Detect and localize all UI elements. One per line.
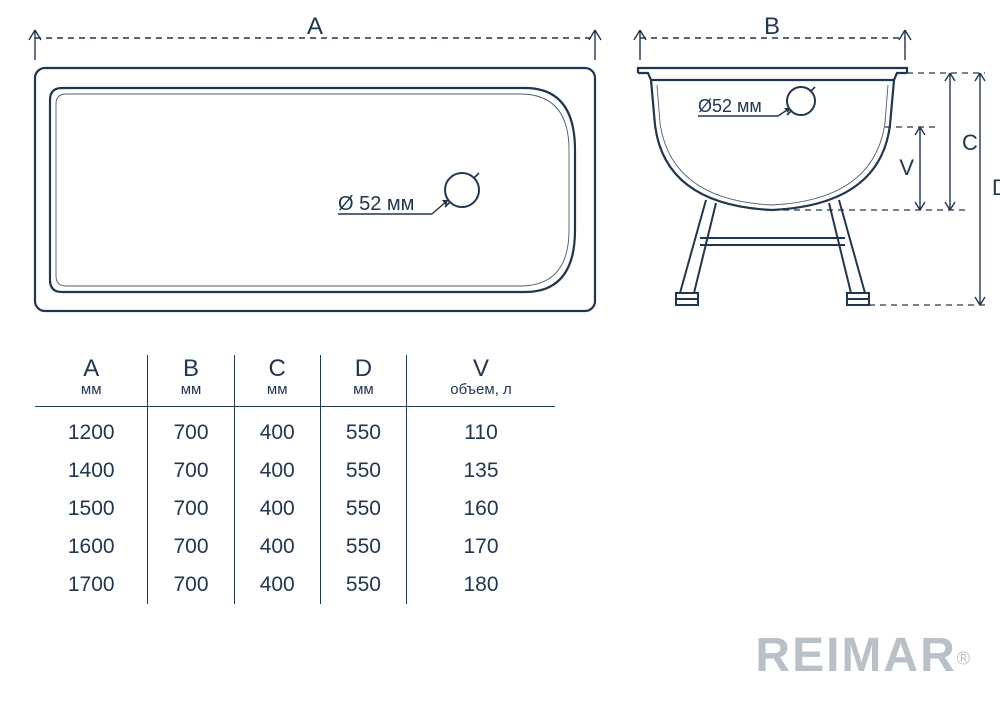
cell-D: 550 (320, 528, 406, 566)
tub-legs (676, 200, 869, 305)
cell-B: 700 (148, 528, 234, 566)
cell-D: 550 (320, 566, 406, 604)
cell-D: 550 (320, 407, 406, 453)
table-row: 1400700400550135 (35, 452, 555, 490)
cell-A: 1600 (35, 528, 148, 566)
dim-c-label: C (962, 130, 978, 155)
dimension-table: AммBммCммDммVобъем, л 120070040055011014… (35, 355, 555, 604)
technical-drawing-svg: A Ø 52 мм (0, 0, 1000, 330)
col-header-V: Vобъем, л (407, 355, 555, 407)
cell-B: 700 (148, 490, 234, 528)
cell-C: 400 (234, 452, 320, 490)
drain-hole-top (445, 173, 479, 207)
drain-label-side: Ø52 мм (698, 96, 762, 116)
diagram-area: A Ø 52 мм (0, 0, 1000, 330)
logo-registered: ® (957, 649, 970, 669)
dim-b-label: B (764, 13, 780, 40)
col-header-C: Cмм (234, 355, 320, 407)
dim-v-label: V (899, 155, 914, 180)
cell-D: 550 (320, 452, 406, 490)
dim-d-label: D (992, 175, 1000, 200)
cell-V: 180 (407, 566, 555, 604)
cell-V: 170 (407, 528, 555, 566)
topview-group: A Ø 52 мм (29, 13, 601, 311)
tub-body-curve (651, 80, 894, 210)
col-header-A: Aмм (35, 355, 148, 407)
cell-B: 700 (148, 452, 234, 490)
cell-A: 1400 (35, 452, 148, 490)
cell-B: 700 (148, 407, 234, 453)
col-header-B: Bмм (148, 355, 234, 407)
cell-C: 400 (234, 407, 320, 453)
table-row: 1600700400550170 (35, 528, 555, 566)
col-header-D: Dмм (320, 355, 406, 407)
cell-D: 550 (320, 490, 406, 528)
cell-V: 110 (407, 407, 555, 453)
cell-V: 135 (407, 452, 555, 490)
cell-A: 1200 (35, 407, 148, 453)
table-row: 1200700400550110 (35, 407, 555, 453)
cell-C: 400 (234, 490, 320, 528)
cell-C: 400 (234, 566, 320, 604)
cell-A: 1700 (35, 566, 148, 604)
tub-outer-rect (35, 68, 595, 311)
cell-V: 160 (407, 490, 555, 528)
logo-text: REIMAR (755, 629, 956, 682)
dim-a-label: A (307, 13, 323, 40)
cell-A: 1500 (35, 490, 148, 528)
table-row: 1500700400550160 (35, 490, 555, 528)
cell-C: 400 (234, 528, 320, 566)
tub-inner-basin (50, 88, 575, 292)
cell-B: 700 (148, 566, 234, 604)
brand-logo: REIMAR® (755, 628, 970, 683)
drain-label-top: Ø 52 мм (338, 193, 414, 215)
table-row: 1700700400550180 (35, 566, 555, 604)
sideview-group: B Ø52 мм (634, 13, 1000, 305)
tub-rim (638, 68, 907, 80)
